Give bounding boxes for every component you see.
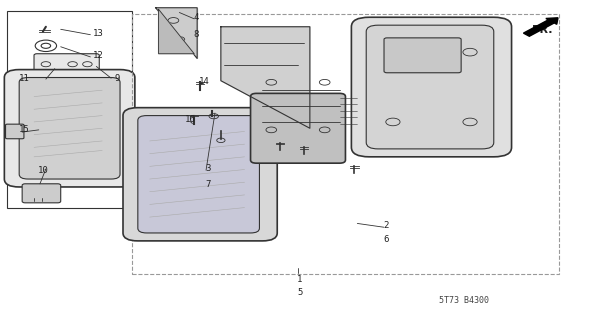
FancyArrow shape: [523, 18, 558, 36]
FancyBboxPatch shape: [123, 108, 277, 241]
Text: 9: 9: [114, 74, 120, 83]
Text: 11: 11: [18, 74, 29, 83]
Text: 3: 3: [205, 164, 210, 173]
FancyBboxPatch shape: [34, 54, 100, 74]
Text: 5T73 B4300: 5T73 B4300: [439, 296, 489, 305]
Polygon shape: [221, 27, 310, 128]
FancyBboxPatch shape: [5, 124, 24, 139]
FancyBboxPatch shape: [384, 38, 461, 73]
Text: 7: 7: [205, 180, 210, 189]
Text: 12: 12: [93, 51, 104, 60]
FancyBboxPatch shape: [250, 93, 346, 163]
FancyBboxPatch shape: [352, 17, 511, 157]
FancyBboxPatch shape: [138, 116, 259, 233]
Text: 14: 14: [199, 77, 210, 86]
Text: FR.: FR.: [532, 25, 553, 35]
Text: 13: 13: [93, 28, 104, 38]
Bar: [132, 14, 559, 274]
Text: 10: 10: [38, 166, 48, 175]
Text: 8: 8: [193, 30, 198, 39]
FancyBboxPatch shape: [22, 184, 61, 203]
FancyBboxPatch shape: [19, 77, 120, 179]
Text: 5: 5: [297, 288, 302, 297]
Polygon shape: [156, 8, 197, 59]
FancyBboxPatch shape: [366, 25, 493, 149]
Text: 6: 6: [383, 235, 389, 244]
Polygon shape: [159, 9, 194, 54]
Text: 4: 4: [193, 13, 198, 22]
FancyBboxPatch shape: [4, 69, 135, 187]
Text: 15: 15: [18, 125, 29, 134]
Text: 1: 1: [297, 276, 302, 284]
Bar: [7, 11, 132, 208]
Text: 16: 16: [185, 115, 195, 124]
Text: 2: 2: [383, 221, 389, 230]
